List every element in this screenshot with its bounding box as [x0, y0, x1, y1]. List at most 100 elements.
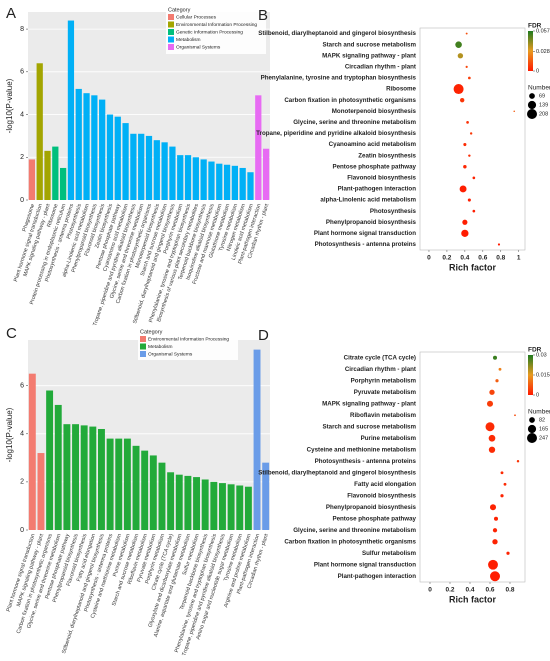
panel-label: C [6, 325, 17, 342]
dot [468, 154, 471, 157]
dot [498, 367, 502, 371]
bar [44, 150, 51, 200]
bar [169, 146, 176, 200]
dot [513, 110, 516, 113]
row-label: Phenylalanine, tyrosine and tryptophan b… [261, 75, 417, 82]
size-key [529, 93, 535, 99]
color-tick-label: 0.015 [536, 372, 550, 378]
x-axis-label: Rich factor [449, 594, 497, 604]
legend-background [138, 328, 238, 360]
size-key [527, 109, 537, 119]
row-label: Cysteine and methionine metabolism [307, 446, 417, 453]
dot [468, 76, 471, 80]
bar [236, 485, 244, 530]
bar [98, 428, 105, 530]
bar [255, 95, 262, 200]
legend-swatch [168, 21, 174, 28]
bar [67, 20, 75, 200]
row-label: Pentose phosphate pathway [332, 163, 416, 170]
y-tick-label: 0 [20, 197, 24, 204]
bar [210, 481, 218, 530]
size-key [527, 433, 537, 443]
bar [247, 172, 254, 200]
bar [177, 155, 184, 200]
bar [175, 474, 183, 530]
size-key-label: 139 [539, 102, 548, 108]
x-tick-label: 1 [517, 255, 521, 262]
dot [492, 528, 498, 533]
x-tick-label: 0.2 [445, 587, 454, 594]
dot [466, 121, 469, 124]
bar [200, 159, 207, 200]
dot [472, 209, 476, 213]
bar [192, 157, 199, 200]
bar [28, 373, 36, 530]
size-key-label: 208 [539, 111, 548, 117]
bar [106, 114, 114, 200]
bar [227, 484, 235, 530]
bar [153, 140, 160, 200]
size-key [527, 100, 537, 110]
row-label: MAPK signaling pathway - plant [322, 52, 416, 59]
bar [158, 462, 166, 530]
legend-label: Organismal Systems [148, 351, 193, 357]
legend-swatch [140, 351, 146, 357]
bar [75, 88, 82, 200]
dot [516, 460, 520, 463]
legend-label: Organismal Systems [176, 44, 221, 50]
x-axis-label: Rich factor [449, 262, 497, 272]
y-tick-label: 2 [20, 154, 24, 161]
bar [262, 462, 270, 530]
y-tick-label: 6 [20, 69, 24, 76]
bar [91, 95, 98, 200]
row-label: Flavonoid biosynthesis [347, 174, 416, 181]
bar [231, 165, 238, 200]
legend-swatch [140, 343, 146, 350]
panel-label: B [258, 7, 268, 24]
bar [123, 438, 131, 530]
dot [459, 97, 465, 103]
size-key-label: 82 [539, 417, 545, 423]
dot [497, 243, 501, 246]
size-key-label: 247 [539, 435, 548, 441]
color-tick-label: 0.028 [536, 49, 550, 55]
y-tick-label: 4 [20, 431, 24, 438]
plot-frame [419, 351, 526, 583]
row-label: Plant hormone signal transduction [314, 561, 416, 568]
bar [141, 450, 149, 530]
dot [495, 379, 499, 383]
x-tick-label: 0.8 [505, 587, 514, 594]
panel-label: D [258, 327, 269, 344]
bar [63, 424, 71, 530]
row-label: Purine metabolism [361, 435, 417, 442]
row-label: Phenylpropanoid biosynthesis [326, 504, 417, 511]
y-tick-label: 6 [20, 383, 24, 390]
dot [503, 482, 507, 486]
row-label: Carbon fixation in photosynthetic organi… [284, 97, 416, 104]
row-label: Starch and sucrose metabolism [322, 423, 416, 430]
row-label: Tropane, piperidine and pyridine alkaloi… [256, 130, 416, 137]
panel-label: A [6, 5, 16, 22]
bar [244, 486, 252, 530]
color-tick-label: 0.03 [536, 352, 547, 358]
dot [467, 198, 471, 202]
dot [462, 219, 468, 225]
y-axis-label: -log10(P-value) [5, 78, 14, 133]
row-label: Fatty acid elongation [354, 481, 416, 488]
y-tick-label: 8 [20, 26, 24, 33]
x-tick-label: 0 [428, 587, 432, 594]
legend-label: Metabolism [176, 37, 201, 43]
row-label: Circadian rhythm - plant [345, 63, 416, 70]
bar [115, 438, 123, 530]
row-label: Starch and sucrose metabolism [322, 41, 416, 48]
legend-title: Number [528, 85, 550, 92]
row-label: Zeatin biosynthesis [358, 152, 416, 159]
bar [239, 167, 246, 200]
row-label: Stilbenoid, diarylheptanoid and gingerol… [258, 30, 416, 37]
row-label: Stilbenoid, diarylheptanoid and gingerol… [258, 469, 416, 476]
legend-swatch [168, 29, 174, 35]
legend-title: FDR [528, 347, 542, 354]
